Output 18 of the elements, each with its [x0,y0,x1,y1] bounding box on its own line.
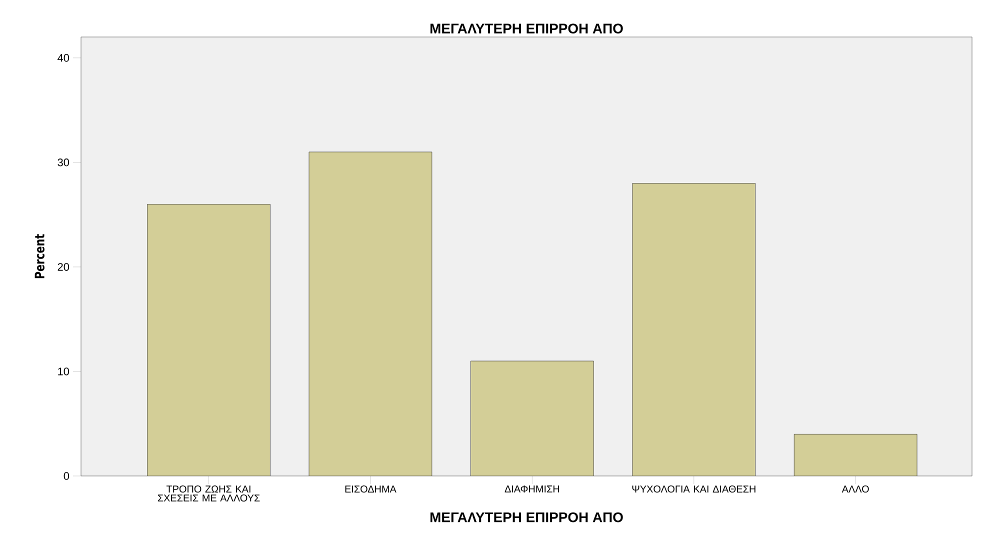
y-tick-label: 40 [58,54,70,62]
x-tick-label: ΤΡΟΠΟ ΖΩΗΣ ΚΑΙ ΣΧΕΣΕΙΣ ΜΕ ΑΛΛΟΥΣ [158,486,260,502]
chart-title: ΜΕΓΑΛΥΤΕΡΗ ΕΠΙΡΡΟΗ ΑΠΟ [430,24,623,34]
x-axis-title: ΜΕΓΑΛΥΤΕΡΗ ΕΠΙΡΡΟΗ ΑΠΟ [430,512,623,522]
y-tick-label: 0 [64,472,70,480]
y-tick-label: 20 [58,263,70,271]
x-tick-label: ΕΙΣΟΔΗΜΑ [345,486,396,493]
y-axis-title: Percent [34,234,44,278]
y-tick-label: 10 [58,368,70,376]
bar [794,434,918,476]
bar [470,360,594,476]
bar [147,204,270,476]
x-tick-label: ΨΥΧΟΛΟΓΙΑ ΚΑΙ ΔΙΑΘΕΣΗ [632,486,756,493]
y-tick-label: 30 [58,158,70,166]
bar [632,183,756,476]
bar [308,152,432,476]
x-tick-label: ΔΙΑΦΗΜΙΣΗ [504,486,560,492]
x-tick-label: ΑΛΛΟ [842,486,869,493]
